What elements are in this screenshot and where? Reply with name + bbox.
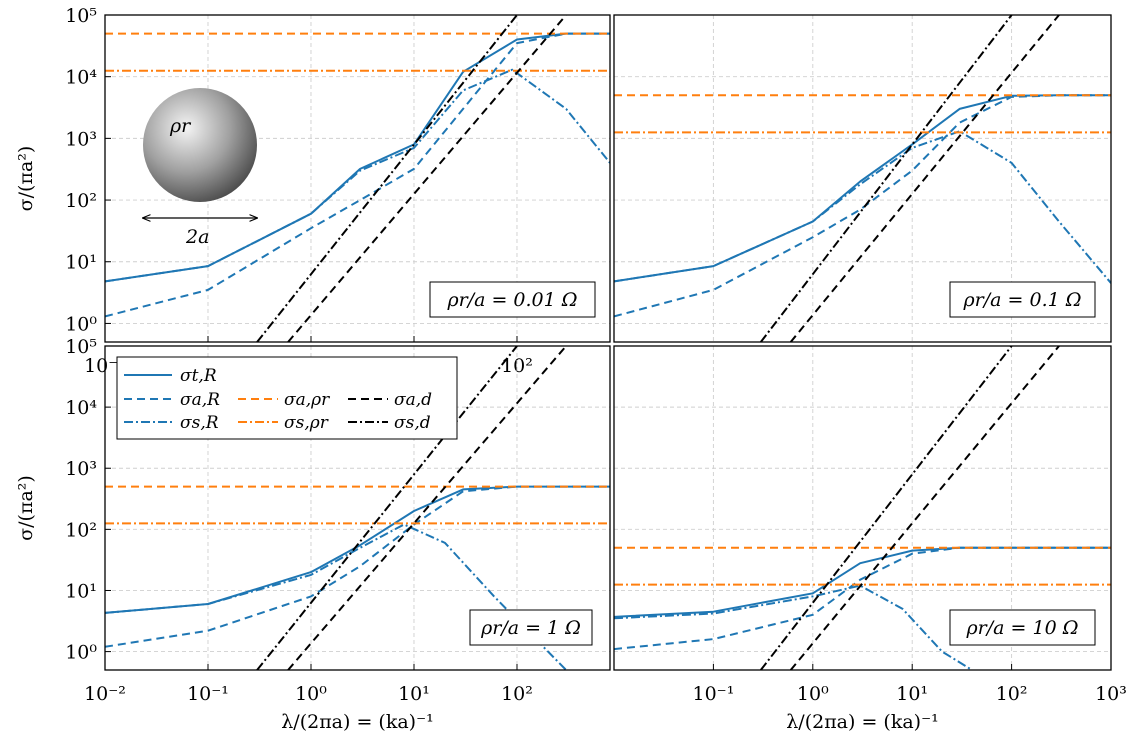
x-tick-label: 10⁰ <box>797 683 829 705</box>
y-tick-label: 10¹ <box>65 252 97 274</box>
series-group <box>105 346 610 670</box>
series-line <box>614 130 1111 284</box>
x-tick-label: 10³ <box>1095 683 1127 705</box>
sphere-inset: ρr 2a <box>143 88 257 248</box>
legend-entry: σa,R <box>124 390 220 410</box>
gridlines <box>614 15 1111 342</box>
gridlines <box>614 346 1111 670</box>
legend-label: σa,R <box>180 390 220 410</box>
y-tick-label: 10⁴ <box>65 397 97 419</box>
diameter-label: 2a <box>185 226 209 248</box>
y-axis-title: σ/(πa²) <box>15 146 37 212</box>
y-tick-label: 10² <box>65 519 97 541</box>
plot-frame <box>613 14 1112 343</box>
x-tick-label: 10² <box>501 355 533 377</box>
y-tick-label: 10² <box>65 190 97 212</box>
y-tick-label: 10⁵ <box>65 5 97 27</box>
series-line <box>105 32 610 318</box>
annotation-label: ρr/a = 10 Ω <box>966 617 1079 639</box>
legend: σt,R σa,R σs,R σa,ρr σs,ρr σa,d σs,d <box>116 356 458 440</box>
series-group <box>614 15 1111 342</box>
x-tick-label: 10⁻¹ <box>692 683 734 705</box>
legend-label: σa,d <box>394 390 432 410</box>
series-line <box>614 546 1111 618</box>
x-tick-label: 10⁻² <box>84 683 126 705</box>
annotation-box <box>949 609 1096 646</box>
y-axis-title: σ/(πa²) <box>15 475 37 541</box>
sphere-illustration <box>143 88 257 202</box>
series-line <box>105 523 567 670</box>
x-tick-label: 10² <box>501 683 533 705</box>
y-tick-label: 10⁴ <box>65 67 97 89</box>
legend-label: σs,ρr <box>284 413 329 433</box>
legend-entry: σs,R <box>124 413 219 433</box>
series-line <box>614 94 1111 283</box>
x-axis-title: λ/(2πa) = (ka)⁻¹ <box>281 711 433 733</box>
series-line <box>256 346 518 670</box>
legend-label: σa,ρr <box>284 390 330 410</box>
x-tick-label: 10⁻¹ <box>187 683 229 705</box>
series-line <box>287 15 567 342</box>
y-tick-label: 10³ <box>65 458 97 480</box>
legend-label: σs,R <box>180 413 219 433</box>
series-line <box>760 346 1013 670</box>
series-group <box>105 15 610 342</box>
sphere-label: ρr <box>169 115 192 137</box>
y-tick-label: 10³ <box>65 128 97 150</box>
annotation-label: ρr/a = 1 Ω <box>480 617 581 639</box>
panel-bottom-right: 10⁻¹ 10⁰ 10¹ 10² 10³ λ/(2πa) = (ka)⁻¹ ρr/a = 1… <box>613 345 1127 733</box>
x-tick-label: 10² <box>996 683 1028 705</box>
plot-frame <box>104 345 611 671</box>
legend-entry: σs,ρr <box>238 413 329 433</box>
plot-frame <box>613 345 1112 671</box>
annotation-box <box>469 609 593 646</box>
legend-entry: σt,R <box>124 366 217 386</box>
y-tick-label: 10⁰ <box>65 642 97 664</box>
annotation-label: ρr/a = 0.01 Ω <box>446 289 577 311</box>
x-tick-label: 10¹ <box>398 683 430 705</box>
series-line <box>105 68 610 283</box>
annotation-box <box>429 281 596 318</box>
series-line <box>256 15 518 342</box>
panel-top-right: ρr/a = 0.1 Ω <box>613 14 1112 343</box>
series-line <box>287 346 567 670</box>
y-tick-label: 10¹ <box>65 580 97 602</box>
annotation-label: ρr/a = 0.1 Ω <box>963 289 1082 311</box>
plot-frame <box>104 14 611 343</box>
series-line <box>789 346 1060 670</box>
panel-bottom-left: 10⁻² 10⁻¹ 10⁰ 10¹ 10² 10⁰ 10¹ 10² 10³ 10⁴ 10⁵ σ/(πa… <box>15 336 611 733</box>
x-axis-title: λ/(2πa) = (ka)⁻¹ <box>786 711 938 733</box>
legend-box <box>116 356 458 440</box>
y-tick-label: 10⁰ <box>65 313 97 335</box>
series-line <box>760 15 1013 342</box>
legend-label: σs,d <box>394 413 431 433</box>
annotation-box <box>949 281 1096 318</box>
y-tick-label: 10⁵ <box>65 336 97 358</box>
legend-entry: σs,d <box>348 413 431 433</box>
series-group <box>614 346 1111 670</box>
panel-top-left: 10⁻²10⁻¹10⁰10¹10²10⁰10¹10²10³10⁴10⁵σ/(πa… <box>15 5 611 377</box>
legend-label: σt,R <box>180 366 217 386</box>
series-line <box>789 15 1060 342</box>
legend-entry: σa,ρr <box>238 390 330 410</box>
x-tick-label: 10⁰ <box>295 683 327 705</box>
x-tick-label: 10¹ <box>896 683 928 705</box>
series-line <box>614 546 1111 651</box>
legend-entry: σa,d <box>348 390 432 410</box>
